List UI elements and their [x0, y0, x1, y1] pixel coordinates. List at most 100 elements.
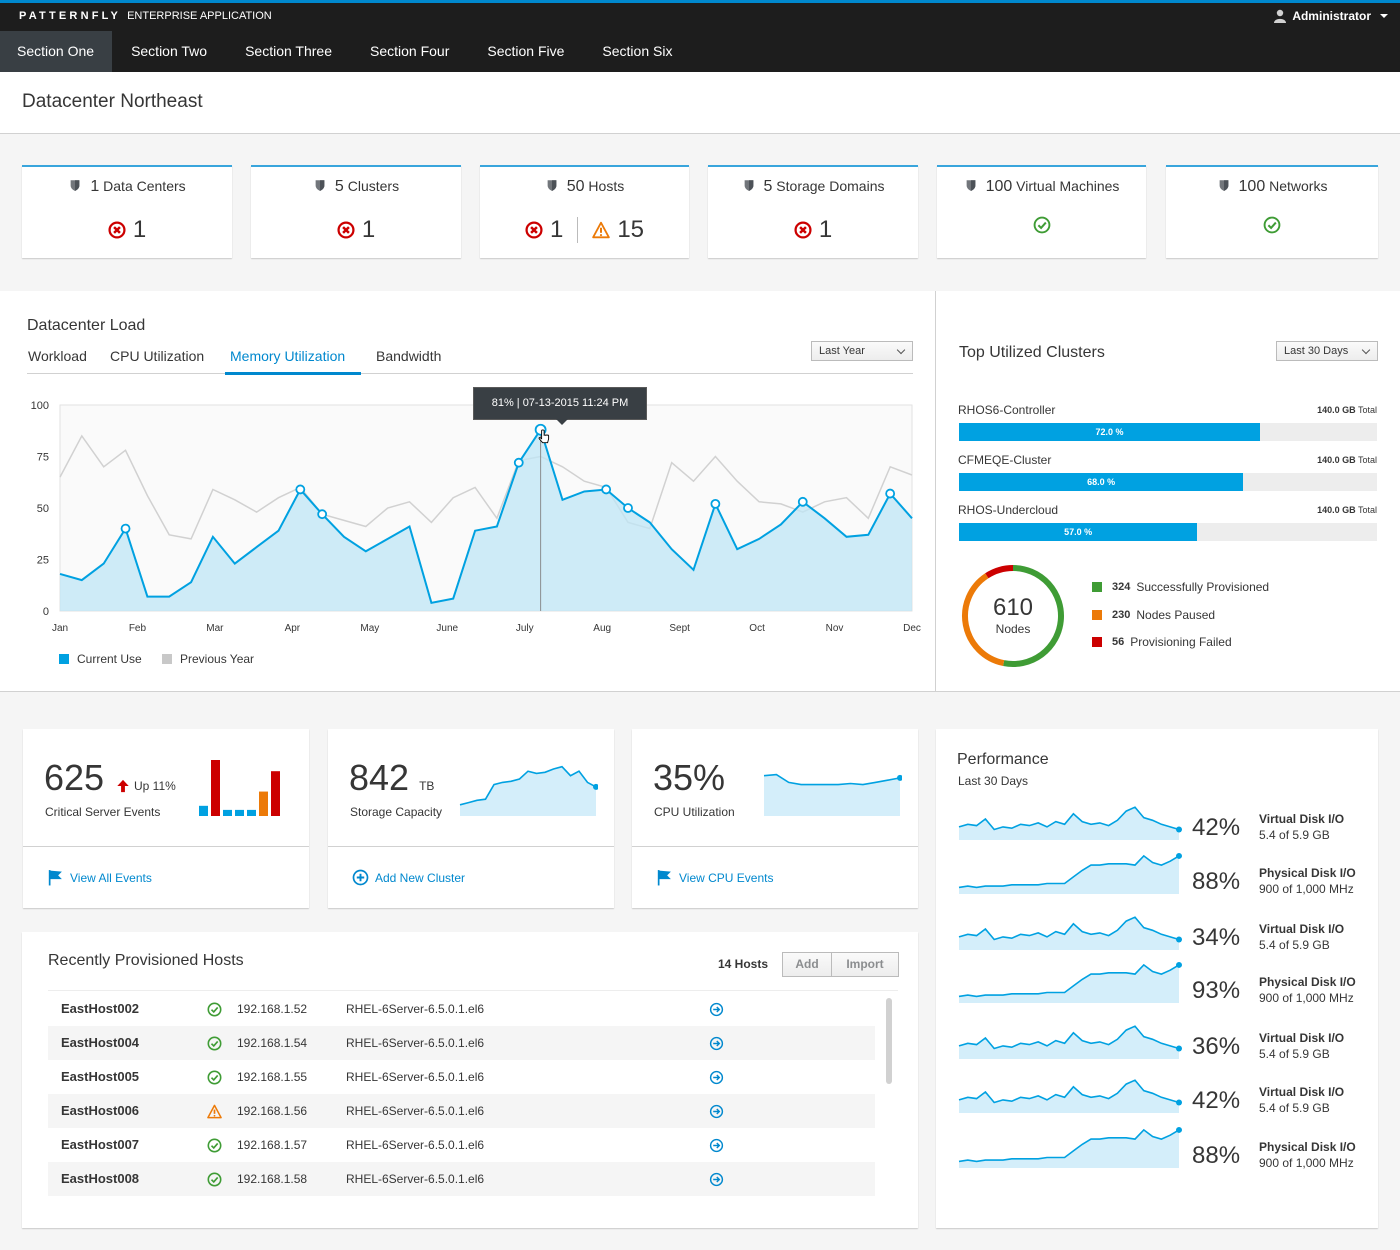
donut-legend-item: 324 Successfully Provisioned: [1092, 580, 1269, 594]
clusters-range-select[interactable]: Last 30 Days: [1276, 341, 1378, 361]
aggregate-card[interactable]: 100 Virtual Machines: [937, 165, 1146, 258]
host-row[interactable]: EastHost007 192.168.1.57 RHEL-6Server-6.5.…: [48, 1128, 875, 1162]
aggregate-label: Storage Domains: [772, 178, 885, 194]
host-name[interactable]: EastHost007: [61, 1137, 140, 1152]
host-row[interactable]: EastHost006 192.168.1.56 RHEL-6Server-6.5.…: [48, 1094, 875, 1128]
host-name[interactable]: EastHost002: [61, 1001, 140, 1016]
data-point[interactable]: [601, 484, 612, 495]
kpi-sparkline: [763, 773, 902, 816]
host-name[interactable]: EastHost006: [61, 1103, 140, 1118]
host-status: [207, 1172, 222, 1190]
donut-segment[interactable]: [985, 565, 1014, 579]
import-host-button[interactable]: Import: [831, 952, 899, 977]
aggregate-card[interactable]: 100 Networks: [1166, 165, 1378, 258]
host-name[interactable]: EastHost005: [61, 1069, 140, 1084]
performance-sparkline: [958, 1079, 1182, 1113]
nav-section-six[interactable]: Section Six: [602, 43, 673, 59]
host-row[interactable]: EastHost008 192.168.1.58 RHEL-6Server-6.5.…: [48, 1162, 875, 1196]
host-details-link[interactable]: [709, 1104, 724, 1122]
host-details-link[interactable]: [709, 1036, 724, 1054]
host-details-link[interactable]: [709, 1138, 724, 1156]
add-host-button[interactable]: Add: [782, 952, 832, 977]
error-circle-icon: [337, 221, 355, 239]
shield-icon: [547, 180, 557, 191]
chevron-down-icon: [1380, 14, 1388, 18]
tab-cpu-utilization[interactable]: CPU Utilization: [110, 348, 205, 364]
ok-check-icon: [207, 1036, 222, 1051]
cluster-utilization-bar[interactable]: 57.0 %: [959, 523, 1377, 541]
donut-segment[interactable]: [962, 573, 1005, 667]
nav-section-five[interactable]: Section Five: [487, 43, 565, 59]
kpi-bar: [247, 809, 256, 816]
cluster-utilization-bar[interactable]: 72.0 %: [959, 423, 1377, 441]
aggregate-card[interactable]: 50 Hosts 1 15: [480, 165, 689, 258]
arrow-circle-right-icon: [709, 1002, 724, 1017]
tab-bandwidth[interactable]: Bandwidth: [376, 348, 442, 364]
nav-section-two[interactable]: Section Two: [131, 43, 208, 59]
y-tick-label: 0: [43, 606, 49, 618]
sparkline-end-point: [1176, 1126, 1182, 1133]
host-details-link[interactable]: [709, 1070, 724, 1088]
error-count-group[interactable]: 1: [108, 216, 146, 244]
host-name[interactable]: EastHost004: [61, 1035, 140, 1050]
data-point[interactable]: [295, 484, 306, 495]
load-range-select[interactable]: Last Year: [811, 341, 913, 361]
performance-percent: 88%: [1192, 1142, 1241, 1169]
data-point[interactable]: [623, 503, 633, 513]
sparkline-area: [764, 774, 900, 816]
warning-count-group[interactable]: 15: [592, 216, 644, 244]
donut-segment[interactable]: [1003, 565, 1064, 667]
data-point[interactable]: [120, 523, 131, 534]
sparkline-end-point: [897, 774, 902, 781]
chevron-down-icon: [1361, 345, 1371, 355]
tab-workload[interactable]: Workload: [28, 348, 87, 364]
kpi-link[interactable]: View CPU Events: [656, 869, 773, 886]
performance-percent: 42%: [1192, 814, 1241, 841]
error-count-group[interactable]: 1: [337, 216, 375, 244]
hosts-scrollbar[interactable]: [886, 998, 892, 1084]
data-point[interactable]: [885, 488, 896, 499]
nav-section-three[interactable]: Section Three: [245, 43, 332, 59]
tab-memory-utilization[interactable]: Memory Utilization: [230, 348, 346, 364]
kpi-link[interactable]: View All Events: [47, 869, 152, 886]
error-count-group[interactable]: 1: [794, 216, 832, 244]
data-point[interactable]: [710, 498, 721, 509]
data-point[interactable]: [797, 496, 808, 507]
aggregate-card-title: 5 Storage Domains: [708, 178, 918, 196]
performance-metric-detail: 900 of 1,000 MHz: [1259, 882, 1354, 896]
host-row[interactable]: EastHost004 192.168.1.54 RHEL-6Server-6.5.…: [48, 1026, 875, 1060]
aggregate-label: Clusters: [343, 178, 400, 194]
cluster-utilization-bar[interactable]: 68.0 %: [959, 473, 1377, 491]
nav-section-four[interactable]: Section Four: [369, 43, 450, 59]
cluster-total: 140.0 GB Total: [1317, 405, 1377, 415]
user-menu[interactable]: Administrator: [1273, 9, 1388, 23]
brand-logo[interactable]: PATTERNFLY ENTERPRISE APPLICATION: [19, 10, 272, 22]
host-name[interactable]: EastHost008: [61, 1171, 140, 1186]
host-os: RHEL-6Server-6.5.0.1.el6: [346, 1036, 485, 1050]
sparkline-area: [959, 964, 1179, 1003]
performance-percent: 93%: [1192, 977, 1241, 1004]
performance-metric-detail: 5.4 of 5.9 GB: [1259, 1101, 1330, 1115]
datacenter-load-title: Datacenter Load: [27, 317, 146, 334]
data-point[interactable]: [317, 509, 328, 520]
sparkline-end-point: [1176, 936, 1182, 943]
performance-sparkline: [958, 852, 1182, 894]
error-count-group[interactable]: 1: [525, 216, 563, 244]
kpi-value: 625: [44, 757, 105, 798]
aggregate-card[interactable]: 5 Storage Domains 1: [708, 165, 918, 258]
host-row[interactable]: EastHost002 192.168.1.52 RHEL-6Server-6.5.…: [48, 992, 875, 1026]
kpi-link-label: View All Events: [70, 870, 152, 885]
error-circle-icon: [108, 221, 126, 239]
aggregate-card[interactable]: 5 Clusters 1: [251, 165, 461, 258]
kpi-link[interactable]: Add New Cluster: [352, 869, 465, 886]
performance-title: Performance: [957, 751, 1049, 768]
host-row[interactable]: EastHost005 192.168.1.55 RHEL-6Server-6.5.…: [48, 1060, 875, 1094]
data-point[interactable]: [513, 457, 524, 468]
nav-section-one[interactable]: Section One: [0, 31, 113, 72]
host-details-link[interactable]: [709, 1002, 724, 1020]
shield-icon: [1219, 180, 1228, 191]
performance-metric-name: Virtual Disk I/O: [1259, 812, 1345, 826]
aggregate-card[interactable]: 1 Data Centers 1: [22, 165, 232, 258]
host-details-link[interactable]: [709, 1172, 724, 1190]
